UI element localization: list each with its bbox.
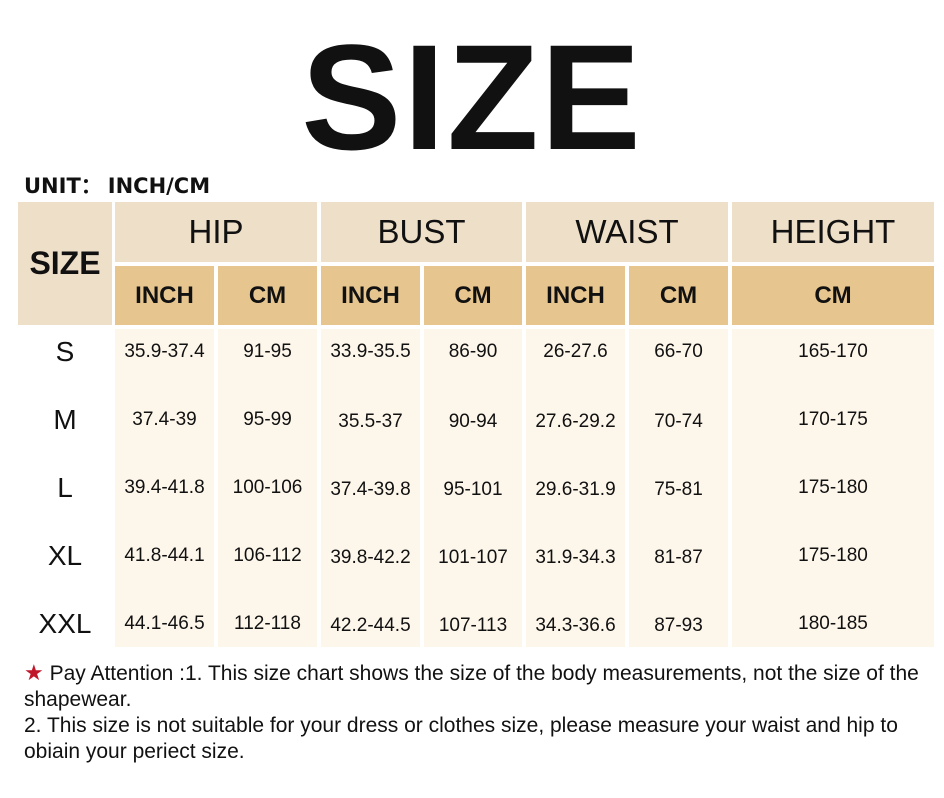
unit-key: UNIT： <box>24 174 102 198</box>
cell-hip-inch: 37.4-39 <box>132 409 197 430</box>
group-header: WAIST <box>526 202 728 262</box>
subheader-height-cm: CM <box>732 266 934 325</box>
subheader-bust-cm: CM <box>424 266 522 325</box>
cell-waist-cm: 87-93 <box>654 615 703 636</box>
cell-bust-inch: 37.4-39.8 <box>330 479 411 500</box>
group-header: HIP <box>115 202 317 262</box>
subheader-hip-cm: CM <box>218 266 317 325</box>
cell-waist-inch: 27.6-29.2 <box>535 411 616 432</box>
attention-note: ★ Pay Attention :1. This size chart show… <box>24 660 929 765</box>
size-label: M <box>53 404 77 435</box>
page-title: SIZE <box>301 13 643 181</box>
cell-waist-inch: 26-27.6 <box>543 341 608 362</box>
column-hip-cm <box>218 329 317 647</box>
cell-waist-inch: 34.3-36.6 <box>535 615 616 636</box>
size-header: SIZE <box>18 202 112 325</box>
column-waist-inch <box>526 329 625 647</box>
cell-height-cm: 175-180 <box>798 545 868 566</box>
cell-height-cm: 170-175 <box>798 409 868 430</box>
cell-bust-cm: 90-94 <box>448 411 498 432</box>
cell-waist-cm: 75-81 <box>654 479 703 500</box>
cell-hip-inch: 41.8-44.1 <box>124 545 205 566</box>
cell-hip-inch: 44.1-46.5 <box>124 613 205 634</box>
cell-height-cm: 180-185 <box>798 613 868 634</box>
cell-hip-inch: 35.9-37.4 <box>124 341 205 362</box>
cell-waist-inch: 29.6-31.9 <box>535 479 616 500</box>
cell-hip-cm: 100-106 <box>232 477 303 498</box>
subheader-hip-inch: INCH <box>115 266 214 325</box>
cell-hip-inch: 39.4-41.8 <box>124 477 205 498</box>
cell-bust-cm: 86-90 <box>448 341 498 362</box>
cell-hip-cm: 112-118 <box>234 613 301 634</box>
subheader-waist-cm: CM <box>629 266 728 325</box>
cell-bust-inch: 33.9-35.5 <box>330 341 411 362</box>
cell-waist-cm: 70-74 <box>654 411 703 432</box>
size-label: L <box>57 472 73 503</box>
column-waist-cm <box>629 329 728 647</box>
subheader-waist-inch: INCH <box>526 266 625 325</box>
cell-bust-cm: 107-113 <box>438 615 508 636</box>
cell-bust-inch: 39.8-42.2 <box>330 547 411 568</box>
column-bust-inch <box>321 329 420 647</box>
cell-bust-inch: 35.5-37 <box>338 411 403 432</box>
cell-hip-cm: 95-99 <box>243 409 292 430</box>
note-line-1: Pay Attention :1. This size chart shows … <box>24 662 919 711</box>
cell-waist-cm: 66-70 <box>654 341 703 362</box>
unit-label: UNIT： INCH/CM <box>24 170 210 200</box>
cell-hip-cm: 106-112 <box>233 545 302 566</box>
size-label: XXL <box>38 608 92 639</box>
unit-value: INCH/CM <box>107 174 211 198</box>
size-label: S <box>55 336 75 367</box>
column-hip-inch <box>115 329 214 647</box>
group-header: HEIGHT <box>732 202 934 262</box>
column-height-cm <box>732 329 934 647</box>
cell-bust-inch: 42.2-44.5 <box>330 615 411 636</box>
cell-height-cm: 175-180 <box>798 477 868 498</box>
cell-waist-inch: 31.9-34.3 <box>535 547 616 568</box>
cell-height-cm: 165-170 <box>798 341 868 362</box>
cell-waist-cm: 81-87 <box>654 547 703 568</box>
column-bust-cm <box>424 329 522 647</box>
size-label: XL <box>47 540 83 571</box>
cell-bust-cm: 95-101 <box>443 479 503 500</box>
group-header: BUST <box>321 202 522 262</box>
note-line-2: 2. This size is not suitable for your dr… <box>24 714 898 763</box>
star-icon: ★ <box>24 660 44 685</box>
cell-hip-cm: 91-95 <box>243 341 292 362</box>
subheader-bust-inch: INCH <box>321 266 420 325</box>
cell-bust-cm: 101-107 <box>438 547 508 568</box>
